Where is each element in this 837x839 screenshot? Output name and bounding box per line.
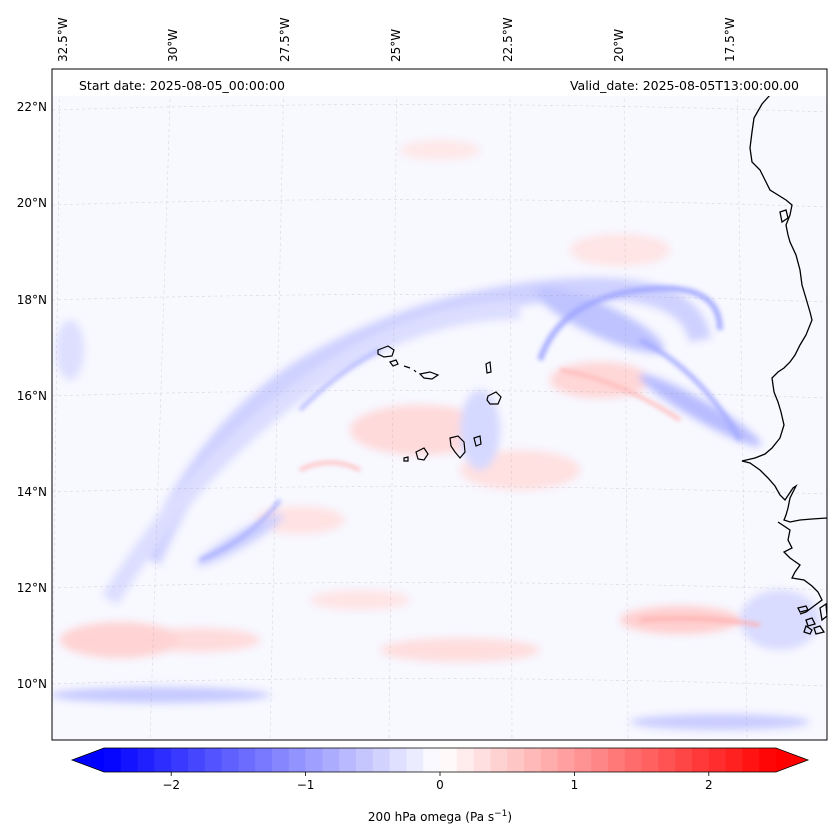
- colorbar-segment: [708, 748, 727, 772]
- latitude-labels: 22°N 20°N 18°N 16°N 14°N 12°N 10°N: [17, 100, 47, 691]
- colorbar-label-text: 200 hPa omega (Pa s: [368, 810, 494, 824]
- colorbar-segment: [608, 748, 626, 772]
- colorbar-segment: [675, 748, 693, 772]
- colorbar-segment: [658, 748, 676, 772]
- gridlines: [52, 69, 827, 740]
- colorbar-segment: [440, 748, 458, 772]
- colorbar-segment: [591, 748, 609, 772]
- colorbar-extend-min: [72, 748, 104, 772]
- colorbar-segment: [524, 748, 542, 772]
- lon-label: 27.5°W: [278, 17, 292, 62]
- colorbar-tick-label: −1: [297, 778, 315, 792]
- colorbar-segment: [406, 748, 424, 772]
- colorbar-segment: [473, 748, 491, 772]
- colorbar-segment: [288, 748, 307, 772]
- lon-label: 30°W: [166, 29, 180, 62]
- cape-verde-islands: [377, 345, 502, 462]
- colorbar-segment: [238, 748, 256, 772]
- colorbar: [70, 747, 810, 776]
- colorbar-ticks: −2 −1 0 1 2: [162, 778, 712, 792]
- lat-label: 18°N: [17, 293, 47, 307]
- valid-date-label: Valid_date: 2025-08-05T13:00:00.00: [570, 78, 799, 93]
- omega-field: [52, 69, 827, 740]
- colorbar-segment: [372, 748, 391, 772]
- colorbar-tick-label: 0: [436, 778, 444, 792]
- colorbar-segment: [305, 748, 323, 772]
- colorbar-segment: [423, 748, 441, 772]
- colorbar-segment: [137, 748, 155, 772]
- lon-label: 22.5°W: [501, 17, 515, 62]
- colorbar-segment: [255, 748, 273, 772]
- colorbar-tick-label: −2: [162, 778, 180, 792]
- colorbar-label-close: ): [507, 810, 512, 824]
- colorbar-segment: [540, 748, 559, 772]
- colorbar-segment: [389, 748, 407, 772]
- lat-label: 10°N: [17, 677, 47, 691]
- colorbar-segment: [322, 748, 340, 772]
- colorbar-segment: [171, 748, 189, 772]
- lon-label: 17.5°W: [723, 17, 737, 62]
- colorbar-segment: [574, 748, 592, 772]
- map-frame: [51, 68, 828, 741]
- lat-label: 14°N: [17, 485, 47, 499]
- colorbar-label-exponent: −1: [494, 809, 507, 819]
- colorbar-tick-label: 2: [705, 778, 713, 792]
- colorbar-segment: [272, 748, 290, 772]
- colorbar-extend-max: [776, 748, 808, 772]
- colorbar-segment: [339, 748, 357, 772]
- lon-label: 32.5°W: [56, 17, 70, 62]
- lat-label: 12°N: [17, 581, 47, 595]
- longitude-labels: 32.5°W 30°W 27.5°W 25°W 22.5°W 20°W 17.5…: [56, 17, 737, 62]
- colorbar-segment: [692, 748, 710, 772]
- lat-label: 20°N: [17, 196, 47, 210]
- colorbar-label: 200 hPa omega (Pa s−1): [368, 809, 512, 824]
- colorbar-segment: [490, 748, 508, 772]
- colorbar-segment: [221, 748, 239, 772]
- colorbar-segment: [742, 748, 760, 772]
- colorbar-segment: [557, 748, 575, 772]
- colorbar-segment: [154, 748, 172, 772]
- colorbar-segment: [188, 748, 206, 772]
- colorbar-segment: [356, 748, 374, 772]
- lat-label: 22°N: [17, 100, 47, 114]
- colorbar-segment: [507, 748, 525, 772]
- colorbar-segment: [725, 748, 743, 772]
- colorbar-segment: [104, 748, 122, 772]
- colorbar-segment: [204, 748, 223, 772]
- colorbar-tick-label: 1: [571, 778, 579, 792]
- african-coastline: [741, 69, 827, 635]
- lat-label: 16°N: [17, 389, 47, 403]
- colorbar-segment: [456, 748, 475, 772]
- colorbar-segment: [120, 748, 139, 772]
- colorbar-segment: [624, 748, 643, 772]
- colorbar-outline: [70, 747, 810, 773]
- colorbar-segment: [759, 748, 777, 772]
- colorbar-segment: [641, 748, 659, 772]
- start-date-label: Start date: 2025-08-05_00:00:00: [79, 78, 285, 93]
- lon-label: 20°W: [612, 29, 626, 62]
- lon-label: 25°W: [389, 29, 403, 62]
